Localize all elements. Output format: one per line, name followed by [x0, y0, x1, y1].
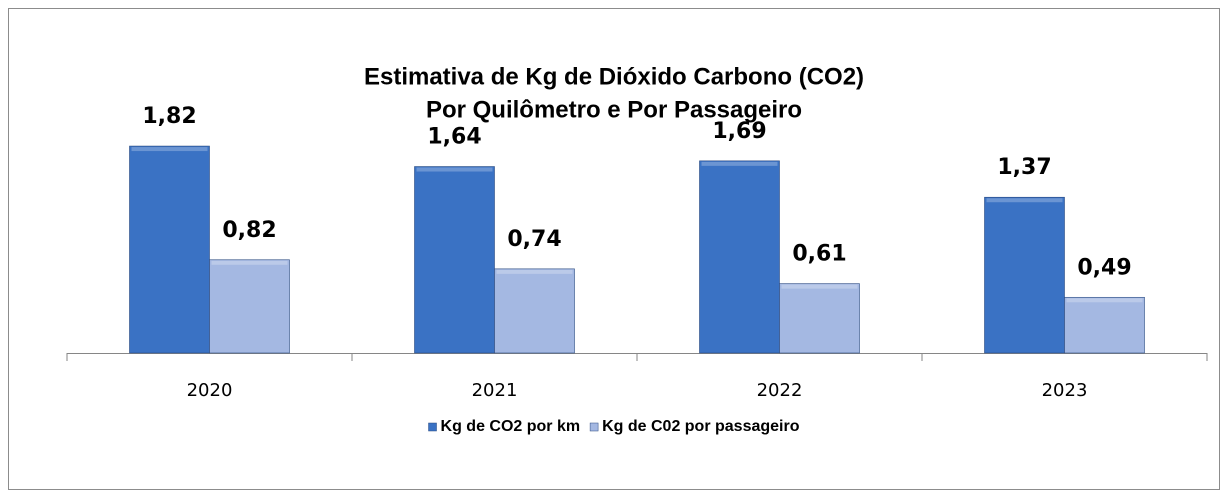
bar: [494, 268, 575, 354]
x-tick-label: 2021: [472, 380, 518, 401]
legend-swatch: [428, 422, 437, 432]
bar-highlight: [496, 269, 573, 274]
chart-title: Por Quilômetro e Por Passageiro: [426, 96, 802, 123]
value-label: 0,61: [792, 242, 846, 267]
legend-label: Kg de C02 por passageiro: [602, 418, 800, 435]
bar-highlight: [1066, 298, 1143, 303]
bar-highlight: [211, 260, 288, 265]
value-label: 1,37: [997, 155, 1051, 180]
value-label: 1,82: [142, 104, 196, 129]
bar-highlight: [781, 284, 858, 289]
bar: [1064, 296, 1145, 354]
bar-highlight: [416, 167, 493, 172]
legend-label: Kg de CO2 por km: [441, 418, 581, 435]
value-label: 0,74: [507, 227, 561, 252]
bar-highlight: [701, 161, 778, 166]
bar: [129, 145, 210, 354]
bar-highlight: [986, 198, 1063, 203]
bar: [414, 166, 495, 354]
value-label: 1,64: [427, 125, 481, 150]
value-label: 1,69: [712, 119, 766, 144]
legend-swatch: [589, 422, 599, 432]
bar: [209, 259, 290, 354]
x-tick-label: 2020: [187, 380, 233, 401]
x-tick-label: 2023: [1042, 380, 1088, 401]
bar-highlight: [131, 147, 208, 152]
chart-title: Estimativa de Kg de Dióxido Carbono (CO2…: [364, 63, 864, 90]
bar: [699, 160, 780, 354]
x-tick-label: 2022: [757, 380, 803, 401]
value-label: 0,82: [222, 218, 276, 243]
value-label: 0,49: [1077, 255, 1131, 280]
bar: [779, 283, 860, 354]
bar: [984, 196, 1065, 354]
